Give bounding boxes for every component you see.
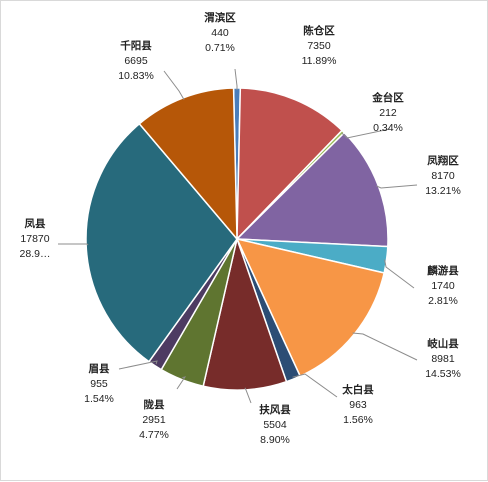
slice-value-label: 5504 [263, 419, 287, 431]
slice-name-label: 渭滨区 [204, 11, 236, 24]
data-label-6: 岐山县 8981 14.53% [425, 337, 461, 380]
slice-percent-label: 28.9… [20, 248, 51, 260]
pie-slice-8 [202, 236, 288, 391]
slice-percent-label: 1.56% [343, 414, 373, 426]
leader-line-3 [341, 128, 391, 139]
slice-name-label: 凤县 [25, 218, 46, 230]
slice-name-label: 眉县 [89, 363, 110, 375]
slice-percent-label: 10.83% [118, 70, 154, 82]
data-label-9: 陇县 2951 4.77% [139, 398, 169, 441]
slice-name-label: 金台区 [371, 91, 404, 104]
slice-percent-label: 11.89% [302, 55, 337, 67]
slice-value-label: 963 [349, 399, 367, 411]
slice-value-label: 440 [211, 27, 229, 39]
slice-percent-label: 0.34% [373, 122, 403, 134]
slice-name-label: 凤翔区 [427, 154, 459, 167]
slice-percent-label: 2.81% [428, 295, 458, 307]
slice-percent-label: 14.53% [425, 368, 461, 380]
data-label-3: 金台区 212 0.34% [371, 91, 404, 134]
slice-name-label: 陈仓区 [303, 24, 335, 37]
slice-name-label: 扶风县 [259, 403, 291, 416]
slice-value-label: 8981 [431, 353, 455, 365]
data-labels: 渭滨区 440 0.71% 陈仓区 7350 11.89% 金台区 212 0.34% 凤翔区 81… [20, 11, 461, 446]
pie-slice-11 [85, 122, 238, 363]
slice-percent-label: 0.71% [205, 42, 235, 54]
data-label-8: 扶风县 5504 8.90% [259, 403, 291, 446]
data-label-12: 千阳县 6695 10.83% [118, 39, 154, 82]
slice-percent-label: 4.77% [139, 429, 169, 441]
slice-value-label: 8170 [431, 170, 455, 182]
slice-value-label: 955 [90, 378, 108, 390]
data-label-11: 凤县 17870 28.9… [20, 218, 51, 260]
leader-line-9 [176, 376, 187, 390]
data-label-5: 麟游县 1740 2.81% [427, 264, 459, 307]
data-label-10: 眉县 955 1.54% [84, 363, 114, 405]
leader-line-1 [234, 68, 238, 90]
slice-name-label: 千阳县 [120, 39, 152, 52]
data-label-1: 渭滨区 440 0.71% [204, 11, 236, 54]
slice-value-label: 212 [379, 107, 397, 119]
pie-slice-4 [235, 131, 389, 248]
slice-value-label: 1740 [431, 280, 455, 292]
slice-name-label: 岐山县 [427, 337, 459, 350]
slice-percent-label: 1.54% [84, 393, 114, 405]
data-label-2: 陈仓区 7350 11.89% [302, 24, 337, 67]
leader-line-4 [375, 184, 418, 189]
leader-lines [58, 68, 418, 404]
slice-name-label: 太白县 [341, 383, 374, 396]
leader-line-8 [244, 387, 252, 404]
slice-value-label: 2951 [142, 414, 166, 426]
leader-line-10 [118, 360, 158, 370]
leader-line-5 [384, 259, 415, 289]
slice-value-label: 6695 [124, 55, 148, 67]
slice-percent-label: 13.21% [425, 185, 461, 197]
pie-slices [85, 87, 389, 391]
leader-line-6 [352, 332, 418, 361]
data-label-4: 凤翔区 8170 13.21% [425, 154, 461, 197]
leader-line-12 [163, 70, 185, 100]
slice-percent-label: 8.90% [260, 434, 290, 446]
pie-slice-6 [235, 237, 386, 378]
slice-value-label: 17870 [20, 233, 49, 245]
pie-slice-2 [236, 87, 344, 241]
slice-value-label: 7350 [307, 40, 331, 52]
leader-line-11 [58, 243, 89, 246]
data-label-7: 太白县 963 1.56% [341, 383, 374, 426]
slice-name-label: 麟游县 [427, 264, 459, 277]
leader-line-7 [292, 373, 338, 398]
slice-name-label: 陇县 [144, 398, 165, 411]
